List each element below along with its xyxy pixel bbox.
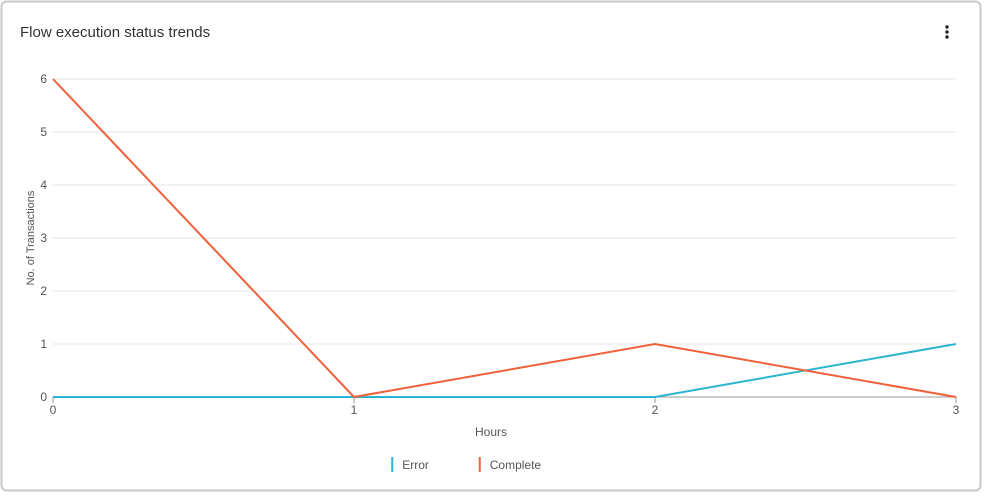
y-tick-label: 5 xyxy=(40,125,47,139)
y-tick-label: 1 xyxy=(40,337,47,351)
x-tick-label: 3 xyxy=(953,403,960,417)
y-tick-label: 6 xyxy=(40,72,47,86)
x-tick-label: 2 xyxy=(652,403,659,417)
series-line xyxy=(52,78,957,399)
y-tick-label: 2 xyxy=(40,284,47,298)
menu-button[interactable] xyxy=(937,22,957,42)
chart-title: Flow execution status trends xyxy=(20,24,210,41)
x-axis-label: Hours xyxy=(475,425,507,439)
y-tick-label: 0 xyxy=(40,390,47,404)
x-tick-label: 1 xyxy=(351,403,358,417)
y-axis-label: No. of Transactions xyxy=(25,190,37,285)
menu-dot xyxy=(945,25,949,29)
menu-dot xyxy=(945,35,949,39)
legend-label: Complete xyxy=(490,458,542,472)
x-tick-label: 0 xyxy=(50,403,57,417)
menu-dot xyxy=(945,30,949,34)
y-tick-label: 3 xyxy=(40,231,47,245)
legend-label: Error xyxy=(402,458,429,472)
y-tick-label: 4 xyxy=(40,178,47,192)
